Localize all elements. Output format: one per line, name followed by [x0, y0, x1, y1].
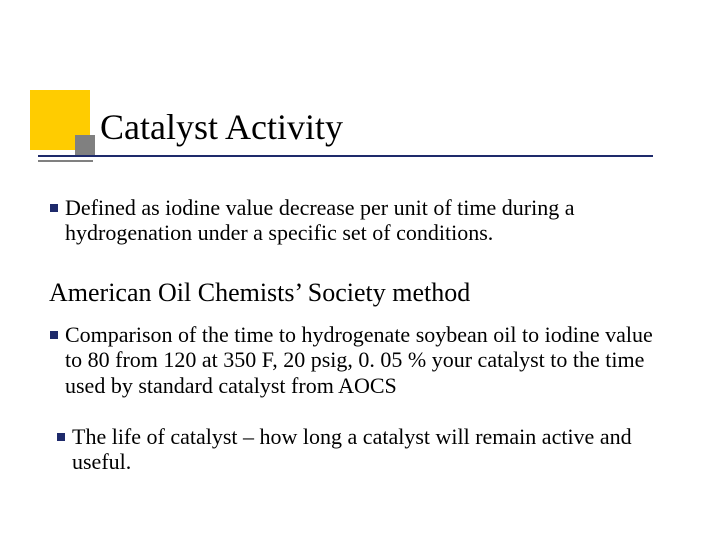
paragraph-aocs-method: Comparison of the time to hydrogenate so… [65, 322, 665, 398]
subheading-aocs: American Oil Chemists’ Society method [49, 278, 470, 308]
title-underline [38, 155, 653, 157]
paragraph-catalyst-life: The life of catalyst – how long a cataly… [72, 424, 632, 475]
title-underline-accent [38, 160, 93, 162]
paragraph-definition: Defined as iodine value decrease per uni… [65, 195, 655, 246]
title-gray-block [75, 135, 95, 155]
bullet-icon [50, 331, 58, 339]
bullet-icon [57, 433, 65, 441]
slide-title: Catalyst Activity [100, 108, 343, 148]
bullet-icon [50, 204, 58, 212]
